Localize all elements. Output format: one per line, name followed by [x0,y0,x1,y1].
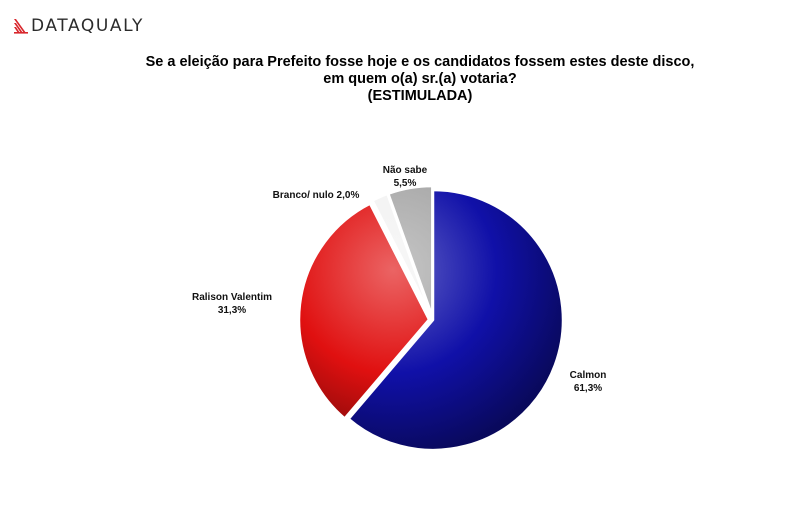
chart-title-line-2: em quem o(a) sr.(a) votaria? [323,71,517,87]
chart-title-line-1: Se a eleição para Prefeito fosse hoje e … [145,54,695,70]
brand-logo: DATAQUALY [14,16,144,36]
pie-slice-ralison-valentim [297,202,431,420]
logo-text: DATAQUALY [31,16,144,36]
slice-label-name: Calmon [570,370,607,381]
slice-label: Calmon 61,3% [570,370,607,394]
slice-label: Branco/ nulo 2,0% [273,190,360,201]
pie-slice-calmon [347,188,565,452]
slice-label-value: 5,5% [394,178,417,189]
slice-label-value: 61,3% [574,383,602,394]
pie-slice-n-o-sabe [387,184,434,318]
slice-label: Ralison Valentim 31,3% [192,292,272,316]
chart-title: Se a eleição para Prefeito fosse hoje e … [100,54,740,105]
slice-label-name: Ralison Valentim [192,292,272,303]
slice-label-value: 31,3% [218,305,246,316]
chart-title-line-3: (ESTIMULADA) [367,88,473,104]
slice-label-name: Não sabe [383,165,428,176]
logo-stripes-icon [14,19,28,34]
slice-label: Não sabe 5,5% [383,165,428,189]
